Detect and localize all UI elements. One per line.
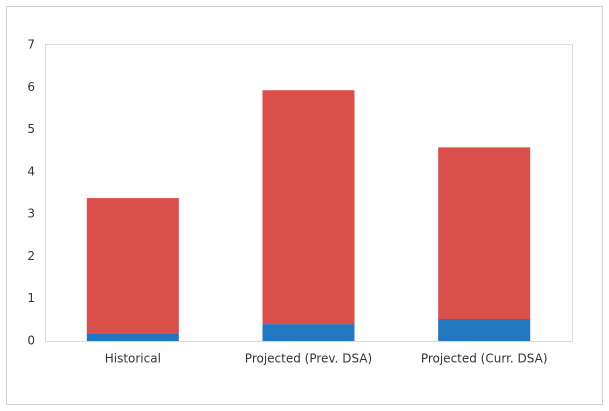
bar-segment [262, 90, 355, 325]
y-tick-label: 7 [27, 38, 35, 52]
plot-frame [45, 44, 573, 342]
x-tick-label: Historical [105, 352, 161, 366]
bar-segment [86, 333, 179, 341]
bar-segment [262, 324, 355, 341]
y-tick-label: 2 [27, 249, 35, 263]
bar-segment [438, 147, 531, 320]
x-tick-label: Projected (Prev. DSA) [245, 352, 372, 366]
bar-segment [86, 198, 179, 334]
y-tick-label: 5 [27, 122, 35, 136]
y-tick-label: 0 [27, 334, 35, 348]
y-tick-label: 4 [27, 164, 35, 178]
y-tick-label: 1 [27, 291, 35, 305]
x-tick-label: Projected (Curr. DSA) [421, 352, 548, 366]
bar-segment [438, 319, 531, 341]
y-tick-label: 3 [27, 207, 35, 221]
y-tick-label: 6 [27, 80, 35, 94]
